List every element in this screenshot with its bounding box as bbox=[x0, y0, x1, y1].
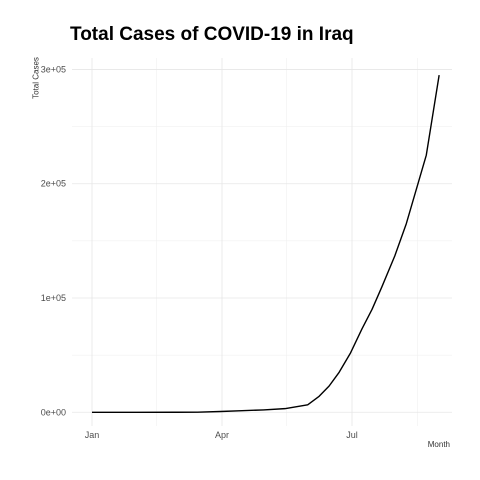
series-line bbox=[92, 75, 440, 413]
x-tick-label: Jul bbox=[346, 430, 358, 440]
x-axis-label: Month bbox=[427, 440, 450, 449]
y-tick-label: 1e+05 bbox=[41, 293, 66, 303]
y-tick-label: 3e+05 bbox=[41, 64, 66, 74]
y-tick-label: 0e+00 bbox=[41, 407, 66, 417]
grid-major bbox=[72, 58, 452, 426]
grid-minor bbox=[72, 58, 452, 426]
y-tick-label: 2e+05 bbox=[41, 179, 66, 189]
x-tick-label: Jan bbox=[85, 430, 100, 440]
chart-title: Total Cases of COVID-19 in Iraq bbox=[70, 24, 354, 45]
series-layer bbox=[92, 75, 440, 413]
x-axis-ticks: Jan Apr Jul bbox=[85, 430, 358, 440]
y-axis-ticks: 0e+00 1e+05 2e+05 3e+05 bbox=[41, 64, 66, 417]
x-tick-label: Apr bbox=[215, 430, 229, 440]
